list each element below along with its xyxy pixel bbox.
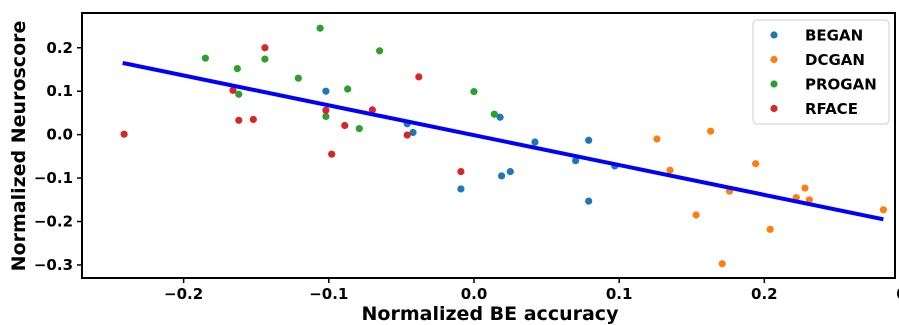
regression-line (122, 60, 884, 222)
progan-point (490, 110, 498, 118)
y-tick-label: −0.2 (34, 213, 73, 231)
rface-point (415, 73, 423, 81)
y-tick-label: −0.3 (34, 256, 73, 274)
dcgan-point (752, 160, 760, 168)
began-point (572, 157, 580, 165)
rface-point (368, 106, 376, 114)
dcgan-point (766, 225, 774, 233)
progan-point (470, 88, 478, 96)
progan-point (235, 90, 243, 98)
began-point (322, 87, 330, 95)
legend-box (752, 19, 890, 125)
x-tick-label: 0.1 (606, 285, 633, 303)
progan-point (322, 112, 330, 120)
progan-legend-marker (770, 80, 778, 88)
progan-point (261, 55, 269, 63)
progan-point (355, 124, 363, 133)
x-tick-label: −0.2 (164, 285, 203, 303)
legend: BEGAN DCGAN PROGAN RFACE (752, 19, 890, 125)
rface-point (261, 44, 269, 52)
progan-point (316, 24, 324, 32)
dcgan-point (666, 166, 674, 174)
y-tick-label: −0.1 (34, 169, 73, 187)
rface-point (403, 131, 411, 139)
dcgan-point (718, 260, 726, 268)
began-point (497, 172, 506, 180)
rface-legend-marker (770, 104, 778, 113)
dcgan-point (653, 135, 661, 143)
rface-point (249, 115, 257, 124)
rface-point (328, 150, 336, 158)
x-tick-label: 0.0 (461, 285, 488, 303)
dcgan-point (879, 206, 887, 214)
progan-point (344, 85, 352, 93)
began-point (496, 113, 504, 121)
x-tick-label: −0.1 (309, 285, 348, 303)
dcgan-point (707, 127, 715, 135)
x-tick-label: 0.3 (896, 285, 899, 303)
progan-point (376, 47, 384, 55)
rface-legend-label: RFACE (805, 100, 858, 118)
y-tick-label: 0.2 (46, 39, 73, 57)
began-point (457, 185, 465, 193)
began-point (585, 136, 593, 144)
plot-frame (81, 12, 896, 279)
rface-point (322, 106, 330, 114)
dcgan-point (805, 196, 813, 204)
began-legend-label: BEGAN (805, 27, 863, 45)
rface-point (120, 130, 128, 138)
axes: −0.2 −0.1 0.0 0.1 0.2 0.3 −0.3 −0.2 −0.1 0.0 0.1 0.… (34, 12, 899, 303)
progan-point (201, 54, 210, 62)
x-tick-label: 0.2 (751, 285, 778, 303)
began-legend-marker (770, 31, 778, 39)
rface-point (457, 167, 465, 176)
y-axis-title: Normalized Neuroscore (8, 21, 30, 272)
regression-line-layer (122, 60, 884, 222)
dcgan-legend-marker (770, 55, 778, 64)
began-point (506, 167, 514, 176)
x-axis-title: Normalized BE accuracy (362, 303, 620, 325)
rface-point (341, 121, 349, 130)
dcgan-legend-label: DCGAN (805, 51, 865, 69)
progan-point (233, 65, 241, 73)
progan-legend-label: PROGAN (805, 76, 877, 94)
rface-point (235, 116, 243, 124)
dcgan-point (801, 184, 809, 192)
began-point (531, 138, 539, 146)
rface-point (229, 86, 237, 94)
y-tick-label: 0.0 (46, 126, 73, 144)
began-point (585, 197, 593, 205)
dcgan-point (692, 211, 700, 219)
progan-point (294, 74, 302, 82)
y-tick-label: 0.1 (46, 82, 73, 100)
began-point (409, 128, 417, 137)
